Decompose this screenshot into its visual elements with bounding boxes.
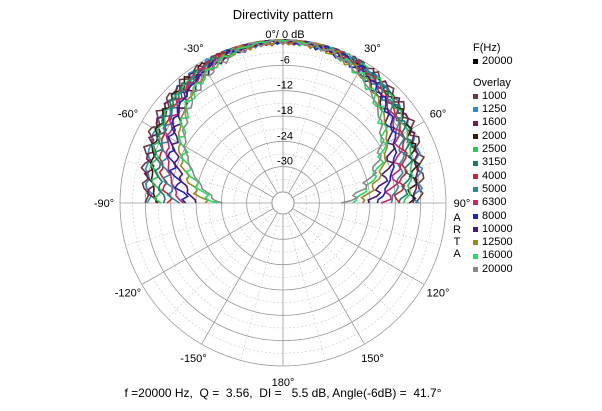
- legend-label: 1600: [482, 116, 507, 129]
- grid-spoke: [292, 208, 425, 285]
- legend-main-label: 20000: [482, 55, 513, 68]
- legend-item: 20000: [473, 263, 513, 276]
- angle-tick-label: -120°: [115, 288, 141, 300]
- legend-item: 1000: [473, 90, 513, 103]
- grid-spoke: [167, 87, 276, 196]
- angle-tick-label: 180°: [272, 377, 295, 389]
- grid-spoke: [125, 160, 273, 201]
- legend-label: 1000: [482, 89, 507, 102]
- arta-letter: R: [453, 224, 461, 236]
- angle-tick-label: -150°: [180, 353, 206, 365]
- angle-tick-label: -30°: [183, 43, 203, 55]
- legend-label: 4000: [482, 169, 507, 182]
- legend-swatch: [473, 94, 478, 100]
- grid-spoke: [290, 87, 399, 196]
- radial-tick-label: -30: [277, 156, 293, 168]
- legend-swatch: [473, 200, 478, 206]
- overlay-list: 1000 1250 1600 2000 2500 3150 4000 5000 6300 8000…: [473, 90, 513, 276]
- legend-label: 6300: [482, 196, 507, 209]
- grid-spoke: [167, 210, 276, 319]
- legend-label: 10000: [482, 222, 513, 235]
- legend-label: 2000: [482, 129, 507, 142]
- legend-item: 2500: [473, 143, 513, 156]
- legend-label: 2500: [482, 143, 507, 156]
- overlay-header: Overlay: [473, 76, 511, 89]
- angle-tick-label: -90°: [94, 198, 114, 210]
- grid-spoke: [201, 212, 278, 345]
- grid-spoke: [285, 213, 326, 361]
- legend-swatch: [473, 133, 478, 139]
- radial-tick-label: 0°/ 0 dB: [265, 29, 304, 41]
- legend-swatch: [473, 227, 478, 232]
- grid-spoke: [240, 213, 281, 361]
- angle-tick-label: 120°: [427, 288, 450, 300]
- legend-label: 12500: [482, 236, 513, 249]
- grid-center: [271, 191, 295, 215]
- radial-tick-label: -6: [280, 54, 290, 66]
- legend-item: 3150: [473, 156, 513, 169]
- radial-tick-label: -24: [277, 130, 293, 142]
- legend-item: 10000: [473, 223, 513, 236]
- legend-main-item: 20000: [473, 55, 513, 68]
- legend-swatch: [473, 240, 478, 246]
- legend-swatch: [473, 253, 478, 259]
- grid-spoke: [141, 208, 274, 285]
- angle-tick-label: 150°: [361, 353, 384, 365]
- legend-swatch: [473, 173, 478, 179]
- legend: F(Hz) 20000 Overlay 1000 1250 1600 2000 2500…: [473, 42, 513, 276]
- legend-label: 3150: [482, 156, 507, 169]
- legend-item: 8000: [473, 210, 513, 223]
- legend-swatch: [473, 160, 478, 166]
- legend-swatch: [473, 107, 478, 113]
- legend-label: 20000: [482, 262, 513, 275]
- legend-label: 8000: [482, 209, 507, 222]
- legend-swatch: [473, 266, 478, 272]
- legend-item: 1600: [473, 116, 513, 129]
- radial-tick-label: -18: [277, 105, 293, 117]
- grid-spoke: [285, 45, 326, 193]
- legend-item: 2000: [473, 130, 513, 143]
- grid-spoke: [288, 61, 365, 194]
- legend-swatch: [473, 213, 478, 219]
- grid-spoke: [125, 205, 273, 246]
- grid-spoke: [201, 61, 278, 194]
- legend-swatch: [473, 187, 478, 193]
- series-line-16000: [177, 39, 388, 204]
- chart-title: Directivity pattern: [232, 7, 334, 22]
- grid-spoke: [293, 205, 441, 246]
- legend-label: 16000: [482, 249, 513, 262]
- series-line-20000: [181, 39, 385, 204]
- legend-label: 1250: [482, 103, 507, 116]
- legend-item: 5000: [473, 183, 513, 196]
- legend-item: 1250: [473, 103, 513, 116]
- arta-letter: T: [453, 236, 461, 248]
- legend-item: 16000: [473, 249, 513, 262]
- chart-footer: f =20000 Hz, Q = 3.56, DI = 5.5 dB, Angl…: [124, 386, 442, 400]
- series-line-6300: [165, 39, 404, 204]
- arta-letter: A: [453, 212, 461, 224]
- legend-item: 4000: [473, 170, 513, 183]
- grid-spoke: [290, 210, 399, 319]
- legend-item: 12500: [473, 236, 513, 249]
- legend-swatch: [473, 120, 478, 126]
- grid-spoke: [288, 212, 365, 345]
- angle-tick-label: 30°: [364, 43, 381, 55]
- angle-tick-label: 90°: [454, 198, 471, 210]
- radial-tick-label: -12: [277, 80, 293, 92]
- arta-letter: A: [453, 248, 461, 260]
- grid-spoke: [240, 45, 281, 193]
- legend-label: 5000: [482, 182, 507, 195]
- legend-swatch: [473, 59, 478, 65]
- legend-header: F(Hz): [473, 42, 501, 54]
- legend-swatch: [473, 147, 478, 153]
- angle-tick-label: -60°: [118, 109, 138, 121]
- angle-tick-label: 60°: [430, 109, 447, 121]
- legend-item: 6300: [473, 196, 513, 209]
